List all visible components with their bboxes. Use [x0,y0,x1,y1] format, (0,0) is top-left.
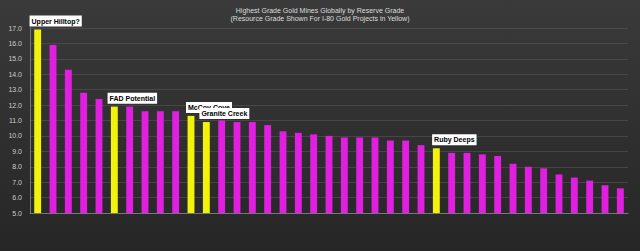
svg-text:(Resource Grade Shown For I-80: (Resource Grade Shown For I-80 Gold Proj… [231,15,410,23]
svg-text:12.0: 12.0 [8,102,22,109]
svg-text:FAD Potential: FAD Potential [110,95,156,102]
svg-text:14.0: 14.0 [8,71,22,78]
svg-text:Highest Grade Gold Mines Globa: Highest Grade Gold Mines Globally by Res… [236,7,405,15]
svg-text:5.0: 5.0 [12,210,22,217]
svg-text:Ruby Deeps: Ruby Deeps [434,136,475,144]
svg-text:15.0: 15.0 [8,55,22,62]
svg-text:10.0: 10.0 [8,132,22,139]
svg-text:Upper Hilltop?: Upper Hilltop? [32,18,80,26]
svg-text:13.0: 13.0 [8,86,22,93]
svg-text:6.0: 6.0 [12,194,22,201]
svg-text:7.0: 7.0 [12,179,22,186]
svg-text:8.0: 8.0 [12,163,22,170]
svg-text:McCoy Cove: McCoy Cove [188,103,230,111]
svg-text:11.0: 11.0 [9,117,22,124]
svg-text:9.0: 9.0 [12,148,22,155]
svg-text:Granite Creek: Granite Creek [201,110,247,117]
svg-text:16.0: 16.0 [8,40,22,47]
svg-text:17.0: 17.0 [8,25,22,32]
